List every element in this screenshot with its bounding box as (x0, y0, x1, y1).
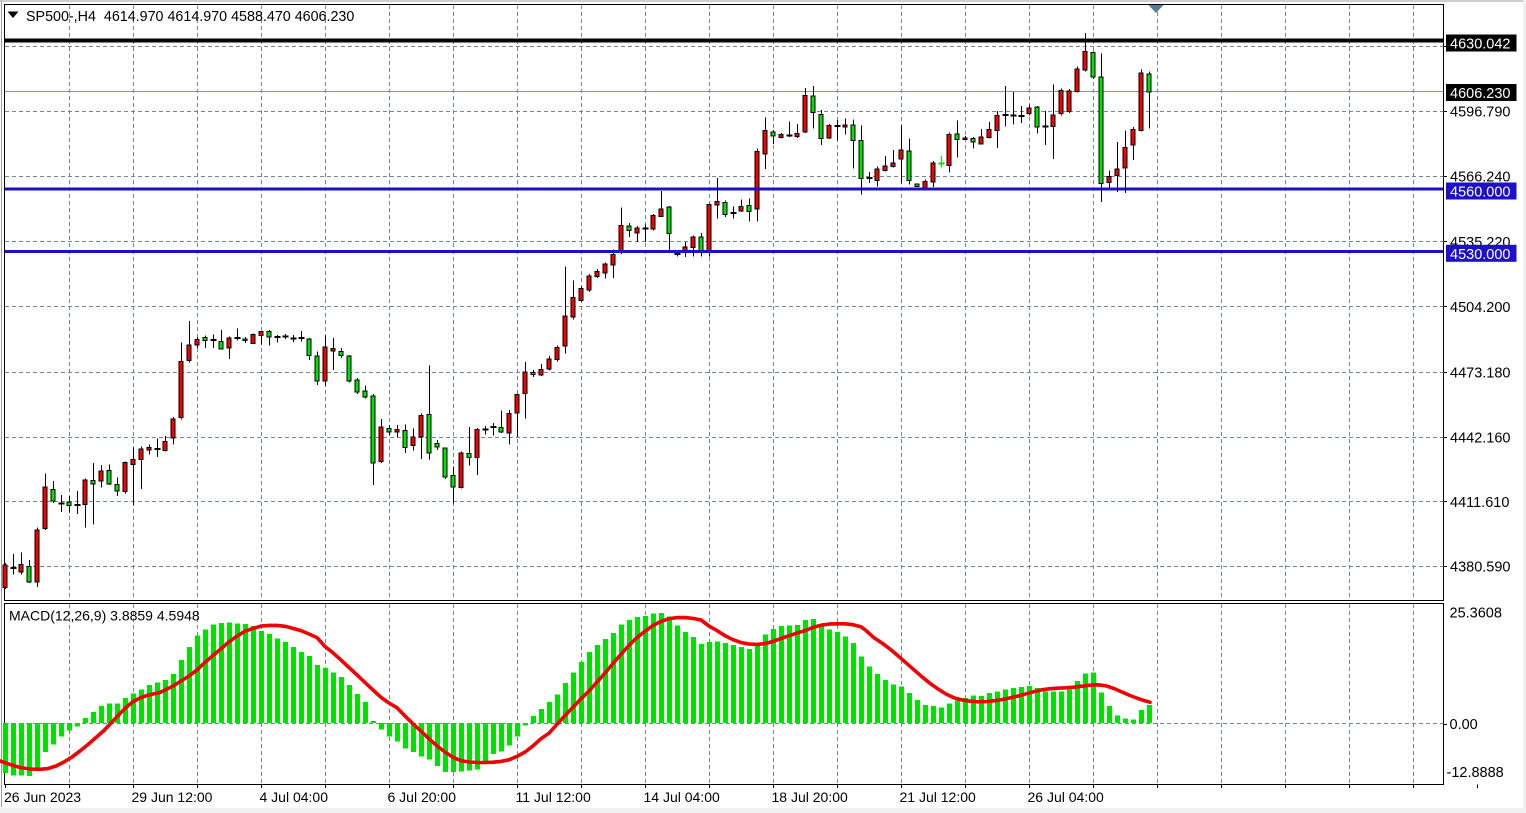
svg-text:4504.200: 4504.200 (1450, 300, 1510, 316)
svg-text:21 Jul 12:00: 21 Jul 12:00 (900, 789, 976, 805)
svg-text:4380.590: 4380.590 (1450, 560, 1510, 576)
svg-text:-12.8888: -12.8888 (1447, 765, 1504, 781)
svg-text:26 Jun 2023: 26 Jun 2023 (4, 789, 81, 805)
svg-text:SP500-,H4 4614.970 4614.970 4: SP500-,H4 4614.970 4614.970 4588.470 460… (26, 9, 354, 25)
svg-text:4 Jul 04:00: 4 Jul 04:00 (260, 789, 329, 805)
svg-text:0.00: 0.00 (1450, 717, 1478, 733)
svg-text:4411.610: 4411.610 (1450, 495, 1509, 511)
svg-text:4606.230: 4606.230 (1450, 86, 1510, 102)
svg-text:14 Jul 04:00: 14 Jul 04:00 (644, 789, 720, 805)
svg-text:4596.790: 4596.790 (1450, 105, 1510, 121)
svg-text:4530.000: 4530.000 (1450, 247, 1510, 263)
svg-text:26 Jul 04:00: 26 Jul 04:00 (1028, 789, 1104, 805)
svg-text:MACD(12,26,9) 3.8859 4.5948: MACD(12,26,9) 3.8859 4.5948 (9, 607, 200, 623)
svg-text:25.3608: 25.3608 (1450, 606, 1502, 622)
svg-text:4473.180: 4473.180 (1450, 366, 1510, 382)
svg-text:4566.240: 4566.240 (1450, 170, 1510, 186)
svg-text:29 Jun 12:00: 29 Jun 12:00 (132, 789, 213, 805)
svg-text:6 Jul 20:00: 6 Jul 20:00 (388, 789, 457, 805)
svg-text:4560.000: 4560.000 (1450, 185, 1510, 201)
svg-text:4442.160: 4442.160 (1450, 431, 1510, 447)
svg-text:4630.042: 4630.042 (1450, 37, 1510, 53)
svg-text:11 Jul 12:00: 11 Jul 12:00 (516, 789, 591, 805)
svg-text:18 Jul 20:00: 18 Jul 20:00 (772, 789, 848, 805)
